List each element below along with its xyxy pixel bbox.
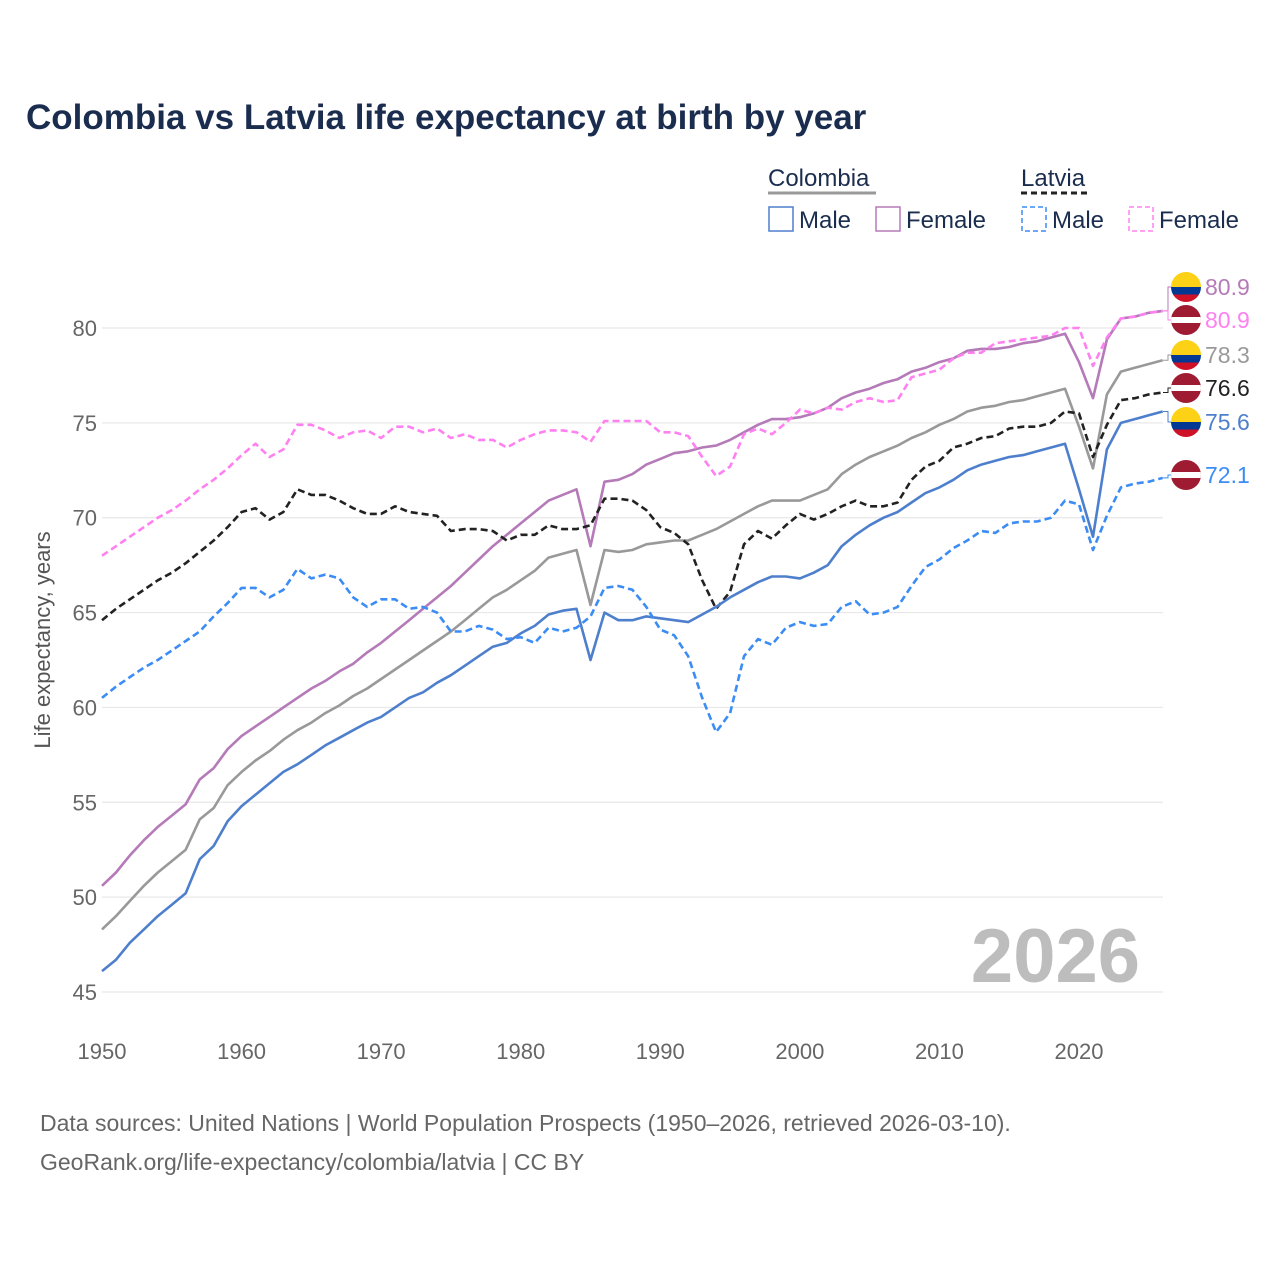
footer-link[interactable]: GeoRank.org/life-expectancy/colombia/lat… (40, 1149, 584, 1175)
colombia-flag-icon (1171, 272, 1201, 302)
colombia-flag-icon (1171, 407, 1201, 437)
latvia-flag-icon (1171, 305, 1201, 335)
legend-colombia-female[interactable]: Female (906, 207, 986, 234)
latvia-flag-icon (1171, 373, 1201, 403)
label-connector (1163, 387, 1172, 394)
end-label-latvia-male: 72.1 (1163, 460, 1250, 490)
latvia-flag-icon (1171, 460, 1201, 490)
label-connector (1163, 354, 1172, 361)
x-tick-label: 1960 (217, 1039, 266, 1064)
legend-latvia-male[interactable]: Male (1052, 207, 1104, 234)
y-ticks: 45 50 55 60 65 70 75 80 (73, 316, 97, 1005)
y-tick-label: 60 (73, 695, 97, 720)
legend-group-colombia: Colombia (768, 165, 870, 192)
end-value-label: 78.3 (1205, 342, 1250, 368)
colombia-flag-icon (1171, 340, 1201, 370)
legend-colombia-male-swatch (768, 206, 794, 232)
y-axis-label: Life expectancy, years (30, 531, 55, 748)
legend-latvia-female[interactable]: Female (1159, 207, 1239, 234)
label-connector (1163, 286, 1172, 312)
series-lines (101, 309, 1164, 973)
end-label-latvia: 76.6 (1163, 373, 1250, 403)
footer-sources: Data sources: United Nations | World Pop… (40, 1110, 1011, 1136)
label-connector (1163, 474, 1172, 479)
end-label-latvia-female: 80.9 (1163, 305, 1250, 335)
y-tick-label: 65 (73, 601, 97, 626)
legend-latvia-male-swatch (1021, 206, 1047, 232)
end-label-colombia-female: 80.9 (1163, 272, 1250, 312)
legend-colombia-female-swatch (875, 206, 901, 232)
label-connector (1163, 310, 1172, 321)
end-value-label: 75.6 (1205, 409, 1250, 435)
series-line-latvia (101, 391, 1163, 622)
series-line-colombia-male (101, 410, 1164, 973)
year-watermark: 2026 (971, 914, 1140, 999)
x-tick-label: 1980 (496, 1039, 545, 1064)
y-tick-label: 45 (73, 980, 97, 1005)
y-tick-label: 80 (73, 316, 97, 341)
y-tick-label: 50 (73, 885, 97, 910)
x-tick-label: 2000 (775, 1039, 824, 1064)
series-line-colombia (101, 359, 1164, 931)
x-tick-label: 1990 (636, 1039, 685, 1064)
legend-colombia-male[interactable]: Male (799, 207, 851, 234)
end-labels: 80.9 80.9 78.3 76.6 75.6 72.1 (1163, 272, 1250, 490)
gridlines (102, 327, 1163, 993)
end-label-colombia-male: 75.6 (1163, 407, 1250, 437)
x-tick-label: 1950 (78, 1039, 127, 1064)
end-value-label: 76.6 (1205, 375, 1250, 401)
x-tick-label: 2010 (915, 1039, 964, 1064)
end-label-colombia: 78.3 (1163, 340, 1250, 370)
end-value-label: 80.9 (1205, 307, 1250, 333)
series-line-latvia-male (101, 476, 1164, 734)
series-line-latvia-female (101, 309, 1163, 557)
y-tick-label: 75 (73, 411, 97, 436)
end-value-label: 72.1 (1205, 462, 1250, 488)
chart-title: Colombia vs Latvia life expectancy at bi… (26, 98, 867, 137)
legend: Colombia Male Female Latvia Male Female (768, 165, 1239, 234)
series-line-colombia-female (101, 309, 1163, 887)
y-tick-label: 55 (73, 790, 97, 815)
x-tick-label: 1970 (357, 1039, 406, 1064)
legend-latvia-female-swatch (1128, 206, 1154, 232)
x-ticks: 1950 1960 1970 1980 1990 2000 2010 2020 (78, 1039, 1104, 1064)
y-tick-label: 70 (73, 506, 97, 531)
legend-group-latvia: Latvia (1021, 165, 1086, 192)
end-value-label: 80.9 (1205, 274, 1250, 300)
x-tick-label: 2020 (1055, 1039, 1104, 1064)
label-connector (1163, 410, 1172, 423)
